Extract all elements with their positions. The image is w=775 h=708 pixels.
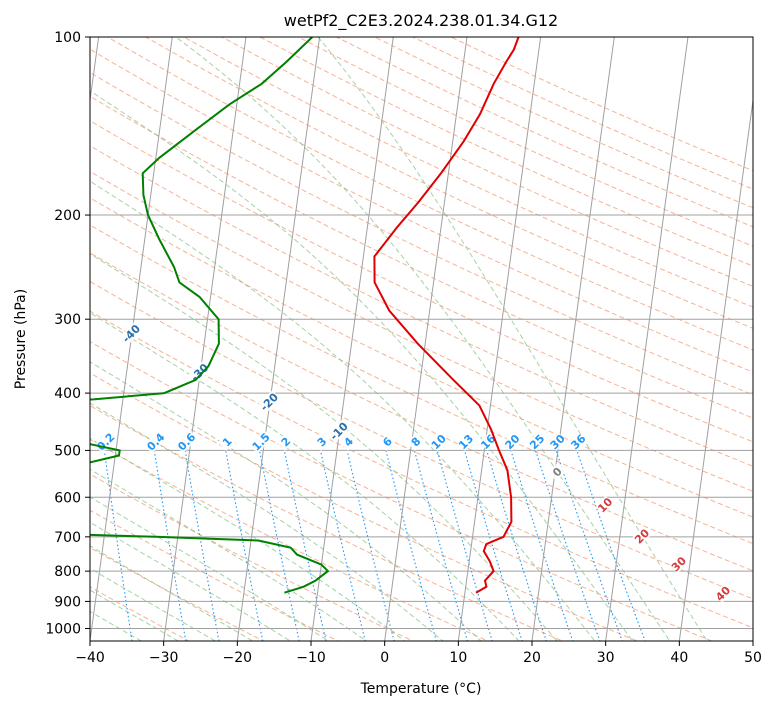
moist-adiabat (90, 545, 254, 641)
mixing-ratio-label-bg (312, 432, 331, 451)
dry-adiabat (90, 95, 753, 419)
chart-title: wetPf2_C2E3.2024.238.01.34.G12 (284, 11, 558, 31)
mixing-ratio-label-bg (378, 432, 397, 451)
isotherms (90, 37, 753, 641)
y-tick-label: 200 (54, 208, 81, 224)
dry-adiabat-label-bg (327, 419, 351, 443)
x-tick-label: 40 (670, 650, 688, 666)
dry-adiabat-label-bg (257, 390, 281, 414)
dry-adiabat (90, 586, 190, 641)
dry-adiabat (90, 310, 753, 629)
dry-adiabat (90, 48, 753, 373)
y-axis-ticks: 100 200 300 400 500 600 700 800 900 1000 (45, 30, 90, 637)
y-tick-label: 1000 (45, 621, 81, 637)
isotherm (236, 37, 321, 641)
x-tick-label: −10 (296, 650, 326, 666)
temperature-line (373, 37, 520, 594)
x-tick-label: −30 (149, 650, 179, 666)
y-tick-label: 700 (54, 530, 81, 546)
moist-adiabat (90, 589, 180, 641)
plot-area (90, 37, 753, 641)
isotherm (531, 37, 615, 641)
mixing-ratio-label-bg (93, 430, 118, 454)
dry-adiabat (145, 37, 753, 329)
x-tick-label: −40 (75, 650, 105, 666)
isotherm (384, 37, 468, 641)
moist-adiabat (317, 37, 708, 641)
moist-adiabat-label-bg (595, 495, 615, 515)
mixing-ratio-label-bg (339, 432, 358, 451)
dry-adiabat (90, 170, 753, 492)
y-tick-label: 500 (54, 443, 81, 459)
isotherm (605, 37, 689, 641)
mixing-ratio-label-bg (527, 432, 547, 451)
profile-series (90, 37, 520, 594)
pressure-gridlines (90, 37, 753, 629)
mixing-ratio-label-bg (276, 432, 295, 451)
dry-adiabat (90, 405, 564, 641)
mixing-ratio-label-bg (406, 432, 425, 451)
y-tick-label: 400 (54, 386, 81, 402)
mixing-ratio-label-bg (143, 430, 168, 454)
dry-adiabat (107, 37, 753, 351)
y-tick-label: 900 (54, 594, 81, 610)
mixing-ratio-label-bg (429, 432, 448, 451)
mixing-ratio-label-bg (456, 432, 476, 451)
y-tick-label: 600 (54, 490, 81, 506)
moist-adiabat (90, 567, 217, 641)
moist-adiabat-label-bg (547, 462, 567, 482)
dry-adiabat-label-bg (187, 360, 212, 385)
mixing-ratio-label-bg (249, 430, 273, 454)
isotherm (163, 37, 247, 641)
x-tick-label: 10 (449, 650, 467, 666)
x-axis-ticks: −40 −30 −20 −10 0 10 20 30 40 50 (75, 641, 762, 666)
mixing-ratio-label-bg (568, 432, 588, 451)
y-tick-label: 300 (54, 312, 81, 328)
dry-adiabat (90, 145, 753, 467)
moist-adiabat (90, 402, 444, 641)
mixing-ratio-label-bg (478, 432, 498, 451)
mixing-ratio-label-bg (174, 430, 199, 454)
moist-adiabat-label-bg (669, 554, 688, 574)
mixing-ratio-label-bg (503, 432, 522, 451)
moist-adiabat-label-bg (713, 584, 733, 603)
line-labels: 0.10.20.40.611.52346810131620253036-100-… (93, 321, 733, 604)
mixing-ratio-label-bg (548, 432, 567, 451)
x-tick-label: 30 (597, 650, 615, 666)
isotherm (310, 37, 394, 641)
dry-adiabat-label-bg (119, 321, 143, 346)
plot-frame (89, 36, 754, 642)
isotherm (457, 37, 542, 641)
dewpoint-line (90, 37, 330, 594)
x-tick-label: 0 (380, 650, 389, 666)
dry-adiabat (183, 37, 753, 308)
y-tick-label: 800 (54, 564, 81, 580)
dry-adiabat (90, 547, 265, 641)
y-tick-label: 100 (54, 30, 81, 46)
dry-adiabat (90, 120, 753, 443)
x-tick-label: 50 (744, 650, 762, 666)
x-tick-label: 20 (523, 650, 541, 666)
moist-adiabat-label-bg (632, 526, 651, 546)
isotherm (678, 96, 753, 641)
y-axis-label: Pressure (hPa) (13, 289, 29, 389)
moist-adiabat (90, 521, 292, 641)
x-axis-label: Temperature (°C) (360, 681, 482, 697)
mixing-ratio-label-bg (217, 432, 237, 451)
x-tick-label: −20 (223, 650, 253, 666)
